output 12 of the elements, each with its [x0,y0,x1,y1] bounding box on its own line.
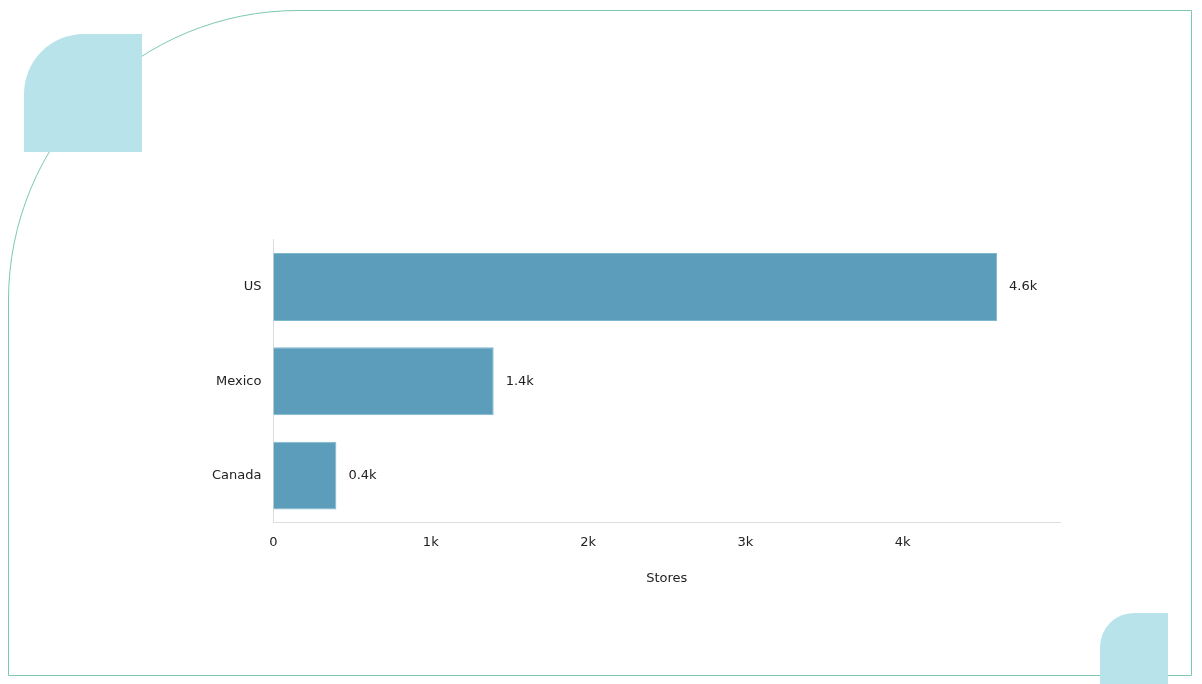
y-tick-label: Canada [212,467,262,483]
data-label: 4.6k [1009,278,1038,294]
x-tick-label: 1k [422,533,440,549]
x-axis-title: Stores [646,569,688,585]
x-tick-label: 3k [737,533,754,549]
x-tick-label: 0 [269,533,278,549]
y-tick-label: Mexico [216,372,262,388]
y-tick-label: US [243,278,262,294]
x-tick-label: 2k [580,533,597,549]
data-label: 0.4k [348,467,378,483]
x-tick-label: 4k [894,533,912,549]
data-label: 1.4k [505,372,535,388]
